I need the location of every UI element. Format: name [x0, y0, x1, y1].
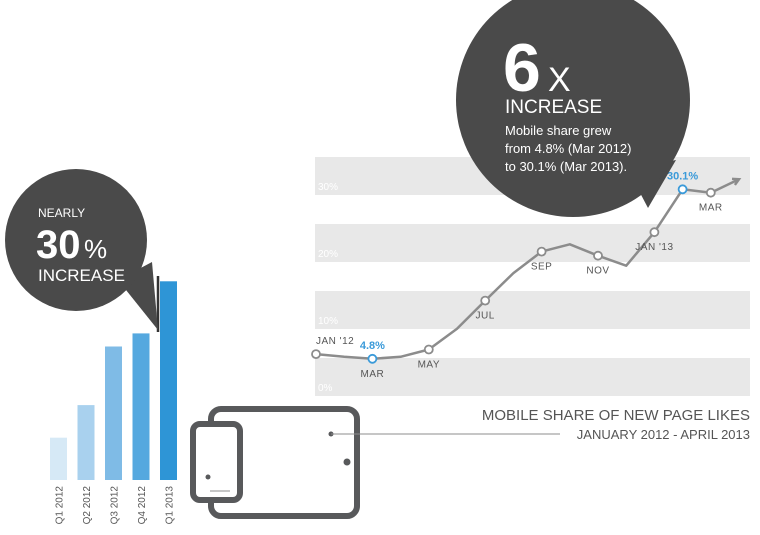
bar-series-quarterly — [50, 276, 177, 480]
y-tick-0: 0% — [318, 383, 333, 394]
callout-feb-2013: 30.1% — [667, 170, 698, 182]
line-chart-subtitle: JANUARY 2012 - APRIL 2013 — [577, 427, 750, 442]
band-0 — [315, 358, 750, 396]
month-label-may-2012: MAY — [418, 360, 440, 371]
bar-q2-2012 — [77, 405, 95, 480]
bar-label-q2-2012: Q2 2012 — [82, 486, 93, 525]
bar-label-q1-2013: Q1 2013 — [165, 486, 176, 525]
line-point-jul-2012 — [480, 295, 491, 306]
thirty-percent-bubble: NEARLY 30 % INCREASE — [5, 169, 158, 330]
line-point-may-2012 — [423, 344, 434, 355]
thirty-big-number: 30 — [36, 223, 81, 267]
line-arrow-head — [731, 177, 742, 186]
month-label-sep-2012: SEP — [531, 262, 553, 273]
phone-home-button — [205, 474, 211, 480]
thirty-top-text: NEARLY — [38, 206, 85, 220]
month-label-jan-2013: JAN '13 — [635, 242, 673, 253]
thirty-bottom-text: INCREASE — [38, 266, 125, 285]
month-label-jan-2012: JAN '12 — [316, 336, 354, 347]
bar-label-q3-2012: Q3 2012 — [110, 486, 121, 525]
month-label-nov-2012: NOV — [586, 266, 609, 277]
six-x-bubble-circle — [456, 0, 690, 217]
y-tick-10: 10% — [318, 316, 338, 327]
y-axis-ticks: 30% 20% 10% 0% — [318, 182, 338, 394]
month-label-mar-2013: MAR — [699, 203, 723, 214]
bar-q1-2012 — [50, 437, 67, 480]
month-label-jul-2012: JUL — [476, 311, 495, 322]
line-point-jan-2013 — [649, 227, 660, 238]
six-x-line-1: Mobile share grew — [505, 123, 612, 138]
y-tick-20: 20% — [318, 249, 338, 260]
line-point-mar-2012 — [367, 353, 378, 364]
line-point-nov-2012 — [593, 250, 603, 261]
line-chart-title: MOBILE SHARE OF NEW PAGE LIKES — [482, 407, 750, 424]
six-x-number: 6 — [503, 30, 541, 106]
thirty-percent-sign: % — [84, 234, 107, 264]
six-x-headline: INCREASE — [505, 97, 602, 118]
line-point-sep-2012 — [536, 246, 547, 257]
bar-q4-2012 — [132, 333, 150, 480]
line-series-mobile-share — [311, 177, 742, 364]
thirty-bubble-circle — [5, 169, 147, 311]
line-point-feb-2013 — [677, 184, 688, 195]
band-10 — [315, 291, 750, 329]
tablet-home-button — [343, 458, 351, 466]
line-path — [315, 178, 740, 361]
bar-q1-2013 — [160, 281, 177, 480]
band-20 — [315, 224, 750, 262]
bar-quarter-labels: Q1 2012 Q2 2012 Q3 2012 Q4 2012 Q1 2013 — [55, 486, 176, 525]
y-tick-30: 30% — [318, 182, 338, 193]
six-x-line-2: from 4.8% (Mar 2012) — [505, 141, 631, 156]
line-point-jan-2012 — [311, 349, 321, 360]
bar-q3-2012 — [105, 346, 122, 480]
callout-mar-2012: 4.8% — [360, 340, 385, 352]
six-x-line-3: to 30.1% (Mar 2013). — [505, 159, 627, 174]
line-month-labels: JAN '12 MAR MAY JUL SEP NOV JAN '13 MAR 4.8% 30.1… — [316, 170, 723, 380]
bar-label-q1-2012: Q1 2012 — [55, 486, 66, 525]
six-x-multiplier: X — [548, 61, 571, 99]
six-x-bubble: 6 X INCREASE Mobile share grew from 4.8%… — [456, 0, 690, 217]
month-label-mar-2012: MAR — [361, 369, 385, 380]
line-point-mar-2013 — [705, 187, 716, 198]
bar-label-q4-2012: Q4 2012 — [137, 486, 148, 525]
phone-icon — [190, 421, 243, 503]
phone-illustration — [190, 421, 243, 503]
